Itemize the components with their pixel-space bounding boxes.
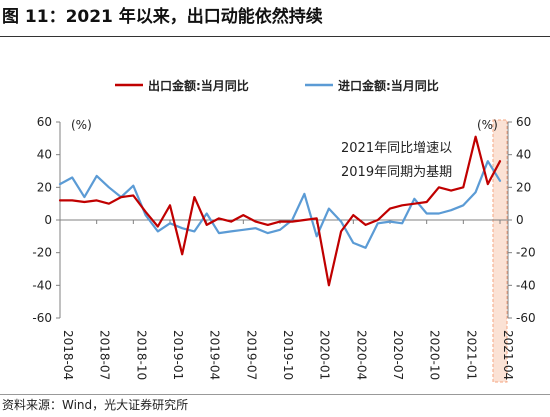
x-tick-label: 2019-01 <box>171 330 185 380</box>
source-note: 资料来源：Wind，光大证券研究所 <box>2 398 189 412</box>
left-tick-label: 0 <box>44 213 52 227</box>
highlight-region <box>492 119 508 383</box>
annotation-line-1: 2021年同比增速以 <box>341 141 452 156</box>
left-y-axis: -60 -40 -20 0 20 40 60 <box>32 115 61 325</box>
annotation: 2021年同比增速以 2019年同期为基期 <box>341 141 452 180</box>
x-tick-label: 2020-10 <box>428 330 442 380</box>
x-tick-label: 2018-04 <box>61 330 75 380</box>
x-tick-label: 2020-07 <box>391 330 405 380</box>
right-tick-label: -20 <box>516 246 536 260</box>
legend-label-export: 出口金额:当月同比 <box>148 78 249 93</box>
bottom-divider <box>0 394 550 395</box>
line-chart: -60 -40 -20 0 20 40 60 -60 -40 -20 0 20 40 60 2018-0… <box>32 78 536 383</box>
x-tick-label: 2021-04 <box>501 330 515 380</box>
legend-label-import: 进口金额:当月同比 <box>338 78 439 93</box>
right-tick-label: 20 <box>516 180 531 194</box>
title-divider <box>0 36 550 37</box>
right-y-axis: -60 -40 -20 0 20 40 60 <box>507 115 536 325</box>
x-tick-label: 2019-07 <box>244 330 258 380</box>
right-tick-label: 40 <box>516 148 531 162</box>
x-tick-label: 2019-10 <box>281 330 295 380</box>
x-axis: 2018-04 2018-07 2018-10 2019-01 2019-04 2019-… <box>59 219 515 380</box>
export-series-line <box>58 135 502 287</box>
right-tick-label: -40 <box>516 278 536 292</box>
x-tick-label: 2019-04 <box>208 330 222 380</box>
annotation-line-2: 2019年同期为基期 <box>341 165 452 180</box>
import-series-line <box>58 160 502 249</box>
left-tick-label: 40 <box>37 148 52 162</box>
left-tick-label: 20 <box>37 180 52 194</box>
x-tick-label: 2020-01 <box>318 330 332 380</box>
right-y-unit-label: (%) <box>477 118 498 132</box>
left-tick-label: 60 <box>37 115 52 129</box>
right-tick-label: 0 <box>516 213 524 227</box>
legend: 出口金额:当月同比 进口金额:当月同比 <box>115 78 439 93</box>
x-tick-label: 2018-07 <box>98 330 112 380</box>
left-tick-label: -40 <box>32 278 52 292</box>
left-tick-label: -60 <box>32 311 52 325</box>
x-tick-label: 2018-10 <box>134 330 148 380</box>
right-tick-label: -60 <box>516 311 536 325</box>
series-lines <box>58 135 502 287</box>
left-y-unit-label: (%) <box>71 118 92 132</box>
highlight-band <box>492 119 508 383</box>
x-tick-label: 2020-04 <box>354 330 368 380</box>
figure-title: 图 11：2021 年以来，出口动能依然持续 <box>2 7 323 27</box>
left-tick-label: -20 <box>32 246 52 260</box>
right-tick-label: 60 <box>516 115 531 129</box>
x-tick-label: 2021-01 <box>464 330 478 380</box>
